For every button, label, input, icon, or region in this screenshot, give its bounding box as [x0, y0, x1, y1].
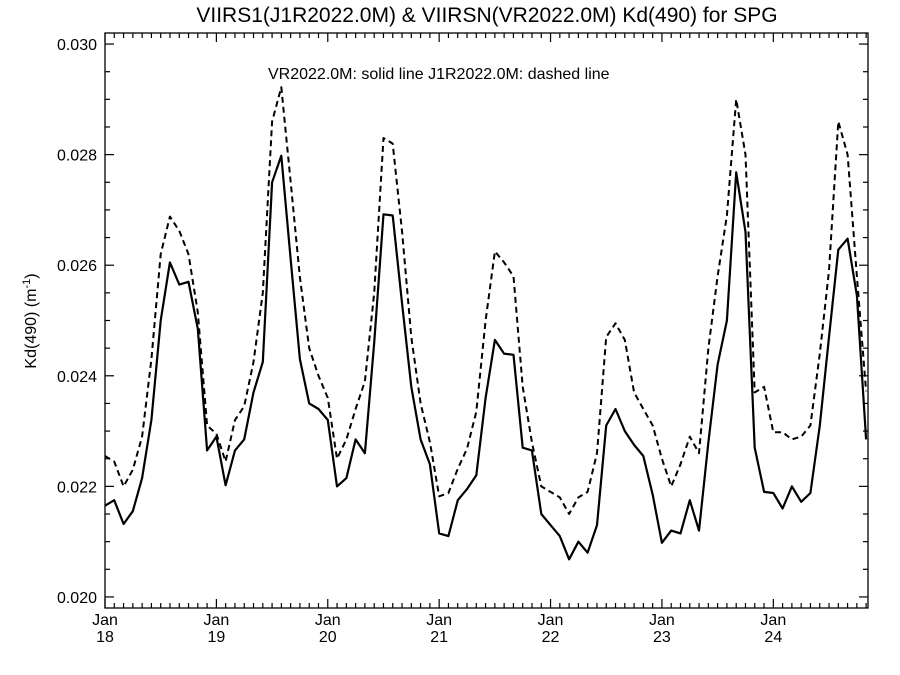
series-line-vr2022-0m: [104, 154, 868, 561]
series-lines: [104, 86, 868, 561]
x-tick-label-year: 21: [430, 629, 448, 646]
plot-border: [104, 32, 869, 609]
x-tick-label-month: Jan: [760, 612, 786, 629]
svg-text:Kd(490) (m-1): Kd(490) (m-1): [21, 273, 40, 368]
line-style-note: VR2022.0M: solid line J1R2022.0M: dashed…: [268, 66, 610, 83]
x-tick-label-month: Jan: [538, 612, 564, 629]
y-axis-label-superscript: -1: [21, 279, 33, 289]
y-tick-label: 0.026: [57, 258, 97, 275]
x-tick-label-year: 18: [96, 629, 114, 646]
chart-title: VIIRS1(J1R2022.0M) & VIIRSN(VR2022.0M) K…: [196, 4, 777, 27]
x-tick-label-year: 19: [207, 629, 225, 646]
y-tick-label: 0.024: [57, 369, 97, 386]
x-tick-label-year: 23: [653, 629, 671, 646]
y-axis-label-text: Kd(490) (m: [23, 289, 40, 369]
y-axis-label-close: ): [23, 273, 40, 278]
x-tick-label-month: Jan: [203, 612, 229, 629]
y-axis-ticks: 0.020 0.022 0.024 0.026 0.028 0.030: [57, 37, 868, 607]
x-tick-label-year: 24: [764, 629, 782, 646]
y-tick-label: 0.022: [57, 479, 97, 496]
y-axis-label: Kd(490) (m-1): [21, 273, 40, 368]
x-tick-label-month: Jan: [649, 612, 675, 629]
x-tick-label-month: Jan: [315, 612, 341, 629]
series-line-j1r2022-0m: [104, 86, 868, 515]
x-tick-label-month: Jan: [426, 612, 452, 629]
x-tick-label-year: 22: [542, 629, 560, 646]
y-tick-label: 0.028: [57, 148, 97, 165]
y-tick-label: 0.030: [57, 37, 97, 54]
x-tick-label-month: Jan: [92, 612, 118, 629]
y-tick-label: 0.020: [57, 590, 97, 607]
x-tick-label-year: 20: [319, 629, 337, 646]
plot-frame: [104, 32, 869, 609]
